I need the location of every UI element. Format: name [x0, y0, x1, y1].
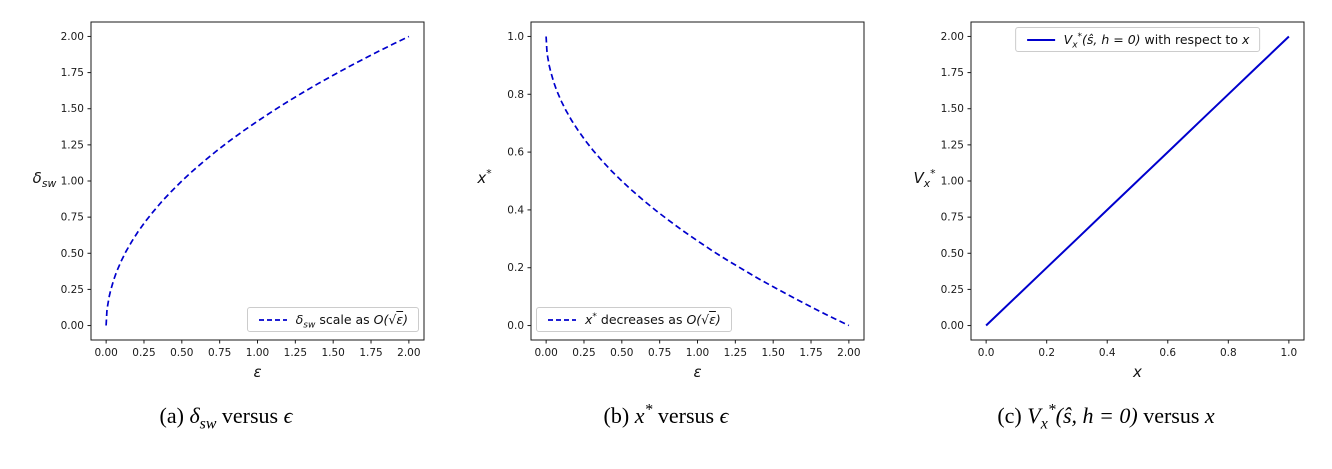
legend-label: Vx*(ŝ, h = 0) with respect to x	[1063, 31, 1250, 51]
x-tick-label: 0.6	[1159, 347, 1176, 359]
legend-line-sample-icon	[258, 318, 287, 321]
y-tick-label: 1.75	[941, 67, 964, 79]
subfigure-a: 0.00 0.25 0.50 0.75 1.00 1.25 1.50 1.75 2.00 0.00…	[8, 10, 444, 469]
y-tick-label: 1.50	[61, 103, 84, 115]
y-tick-label: 0.00	[61, 320, 84, 332]
y-tick-label: 1.25	[941, 139, 964, 151]
legend: x* decreases as O(√ε)	[536, 307, 732, 332]
legend: δsw scale as O(√ε)	[246, 307, 419, 332]
subfigure-b: 0.00 0.25 0.50 0.75 1.00 1.25 1.50 1.75 2.00 0.0 0…	[448, 10, 884, 469]
y-tick-label: 0.75	[61, 212, 84, 224]
y-tick-label: 1.0	[507, 31, 524, 43]
y-tick-label: 1.75	[61, 67, 84, 79]
x-tick-label: 0.00	[94, 347, 117, 359]
x-tick-label: 0.2	[1038, 347, 1055, 359]
x-axis-label: ε	[253, 363, 262, 381]
chart-value-function-vs-x: 0.0 0.2 0.4 0.6 0.8 1.0 0.00 0.25 0.50 0.75 1.00 1.…	[896, 10, 1316, 385]
x-tick-label: 1.25	[284, 347, 307, 359]
y-tick-label: 1.00	[61, 176, 84, 188]
y-tick-label: 1.00	[941, 176, 964, 188]
x-tick-label: 0.8	[1220, 347, 1237, 359]
chart-delta-sw-vs-epsilon: 0.00 0.25 0.50 0.75 1.00 1.25 1.50 1.75 2.00 0.00…	[16, 10, 436, 385]
x-tick-label: 1.25	[724, 347, 747, 359]
x-tick-label: 2.00	[397, 347, 420, 359]
y-tick-label: 0.50	[61, 248, 84, 260]
x-tick-label: 1.50	[761, 347, 784, 359]
y-tick-label: 0.50	[941, 248, 964, 260]
x-tick-label: 0.25	[572, 347, 595, 359]
x-tick-label: 0.25	[132, 347, 155, 359]
x-tick-label: 0.50	[170, 347, 193, 359]
legend-label: δsw scale as O(√ε)	[295, 312, 408, 331]
plot-canvas: 0.00 0.25 0.50 0.75 1.00 1.25 1.50 1.75 2.00 0.0 0…	[507, 21, 865, 359]
y-tick-label: 1.50	[941, 103, 964, 115]
y-tick-label: 1.25	[61, 139, 84, 151]
y-tick-label: 0.6	[507, 147, 524, 159]
y-tick-label: 0.0	[507, 320, 524, 332]
chart-x-star-vs-epsilon: 0.00 0.25 0.50 0.75 1.00 1.25 1.50 1.75 2.00 0.0 0…	[456, 10, 876, 385]
subfigure-a-caption: (a) δsw versus ϵ	[159, 403, 293, 433]
y-axis-label: Vx*	[913, 167, 936, 190]
x-tick-label: 0.50	[610, 347, 633, 359]
x-tick-label: 0.75	[648, 347, 671, 359]
subfigure-b-caption: (b) x* versus ϵ	[603, 401, 729, 428]
y-tick-label: 0.4	[507, 204, 524, 216]
plot-canvas: 0.00 0.25 0.50 0.75 1.00 1.25 1.50 1.75 2.00 0.00…	[61, 21, 425, 359]
x-tick-label: 1.50	[321, 347, 344, 359]
x-tick-label: 1.0	[1281, 347, 1298, 359]
y-tick-label: 2.00	[61, 31, 84, 43]
y-tick-label: 0.8	[507, 89, 524, 101]
x-axis-label: ε	[693, 363, 702, 381]
x-tick-label: 1.75	[359, 347, 382, 359]
legend-line-sample-icon	[548, 318, 576, 321]
plot-spines	[90, 21, 425, 341]
y-tick-label: 2.00	[941, 31, 964, 43]
data-curve	[545, 36, 850, 327]
legend: Vx*(ŝ, h = 0) with respect to x	[1014, 27, 1261, 52]
x-tick-label: 0.4	[1099, 347, 1116, 359]
x-tick-label: 0.00	[534, 347, 557, 359]
y-tick-label: 0.2	[507, 262, 524, 274]
x-tick-label: 1.00	[686, 347, 709, 359]
data-curve	[985, 35, 1290, 327]
plot-canvas: 0.0 0.2 0.4 0.6 0.8 1.0 0.00 0.25 0.50 0.75 1.00 1.…	[941, 21, 1305, 359]
x-tick-label: 0.0	[978, 347, 995, 359]
legend-label: x* decreases as O(√ε)	[585, 311, 721, 327]
plot-spines	[530, 21, 865, 341]
x-tick-label: 1.00	[246, 347, 269, 359]
y-tick-label: 0.25	[61, 284, 84, 296]
x-tick-label: 1.75	[799, 347, 822, 359]
subfigure-c: 0.0 0.2 0.4 0.6 0.8 1.0 0.00 0.25 0.50 0.75 1.00 1.…	[888, 10, 1324, 469]
subfigure-c-caption: (c) Vx*(ŝ, h = 0) versus x	[997, 401, 1215, 433]
y-tick-label: 0.75	[941, 212, 964, 224]
data-curve	[105, 35, 410, 326]
x-tick-label: 2.00	[837, 347, 860, 359]
y-axis-label: δsw	[32, 169, 57, 190]
y-tick-label: 0.25	[941, 284, 964, 296]
x-axis-label: x	[1133, 363, 1142, 381]
y-tick-label: 0.00	[941, 320, 964, 332]
legend-line-sample-icon	[1026, 38, 1055, 41]
x-tick-label: 0.75	[208, 347, 231, 359]
y-axis-label: x*	[477, 167, 492, 187]
